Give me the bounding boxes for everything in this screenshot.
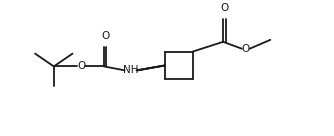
Text: O: O [77, 61, 86, 71]
Text: O: O [101, 31, 109, 41]
Text: NH: NH [123, 65, 138, 75]
Text: O: O [220, 3, 228, 13]
Text: O: O [241, 44, 250, 54]
